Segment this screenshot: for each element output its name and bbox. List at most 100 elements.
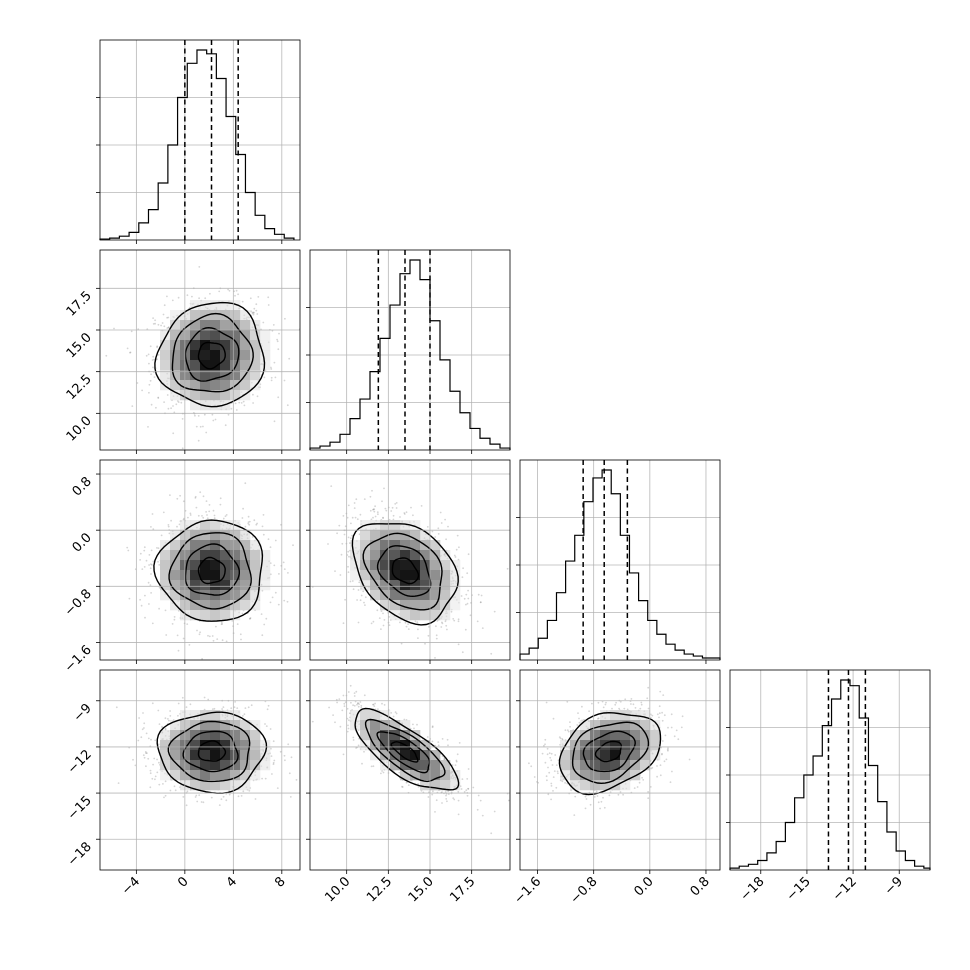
sample-point <box>176 634 179 637</box>
density-bin <box>400 560 411 571</box>
sample-point <box>287 743 290 746</box>
sample-point <box>256 395 259 398</box>
sample-point <box>381 500 383 503</box>
sample-point <box>347 536 350 539</box>
sample-point <box>265 725 268 727</box>
sample-point <box>157 709 160 712</box>
sample-point <box>169 715 172 717</box>
sample-point <box>435 637 438 640</box>
sample-point <box>158 761 160 764</box>
density-bin <box>250 590 261 601</box>
density-bin <box>240 530 251 541</box>
sample-point <box>357 621 360 624</box>
sample-point <box>148 391 150 394</box>
sample-point <box>290 756 293 759</box>
sample-point <box>164 780 167 783</box>
density-bin <box>350 540 361 551</box>
density-bin <box>160 580 171 591</box>
density-bin <box>200 580 211 591</box>
density-bin <box>250 770 261 781</box>
sample-point <box>506 567 509 570</box>
sample-point <box>248 789 251 792</box>
density-bin <box>210 340 221 351</box>
sample-point <box>185 706 188 708</box>
density-bin <box>240 380 251 391</box>
sample-point <box>196 629 198 632</box>
sample-point <box>266 708 269 711</box>
sample-point <box>445 538 447 541</box>
density-bin <box>450 580 461 591</box>
sample-point <box>210 796 213 799</box>
density-bin <box>420 600 431 611</box>
sample-point <box>440 626 443 628</box>
sample-point <box>221 639 224 642</box>
sample-point <box>143 549 146 552</box>
sample-point <box>264 777 267 780</box>
density-bin <box>170 570 181 581</box>
sample-point <box>269 728 272 730</box>
sample-point <box>152 560 155 563</box>
sample-point <box>168 532 171 535</box>
density-bin <box>170 560 181 571</box>
sample-point <box>187 516 189 519</box>
histogram-0 <box>99 49 295 240</box>
density-bin <box>390 550 401 561</box>
sample-point <box>476 620 479 623</box>
density-bin <box>230 760 241 771</box>
sample-point <box>211 708 214 710</box>
density-bin <box>250 730 261 741</box>
sample-point <box>249 297 252 300</box>
density-bin <box>160 360 171 371</box>
density-bin <box>400 540 411 551</box>
sample-point <box>382 516 384 519</box>
density-bin <box>420 560 431 571</box>
sample-point <box>227 413 230 416</box>
sample-point <box>152 355 155 358</box>
sample-point <box>156 358 159 361</box>
sample-point <box>369 509 372 512</box>
sample-point <box>339 574 342 576</box>
axes-frame-2-2 <box>519 459 721 661</box>
axes-frame-1-1 <box>309 249 511 451</box>
sample-point <box>239 633 242 636</box>
sample-point <box>186 623 189 625</box>
sample-point <box>353 502 356 504</box>
density-bin <box>240 310 251 321</box>
sample-point <box>347 571 350 574</box>
density-bin <box>250 330 261 341</box>
density-bin <box>220 300 231 311</box>
sample-point <box>241 300 244 303</box>
sample-point <box>221 708 224 710</box>
sample-point <box>227 288 230 291</box>
sample-point <box>166 316 169 319</box>
sample-point <box>191 295 193 298</box>
density-bin <box>220 320 231 331</box>
sample-point <box>477 593 480 596</box>
sample-point <box>202 801 205 804</box>
sample-point <box>403 513 406 515</box>
sample-point <box>240 638 242 641</box>
sample-point <box>139 598 142 601</box>
sample-point <box>150 563 152 566</box>
sample-point <box>289 796 292 798</box>
sample-point <box>272 761 275 764</box>
histogram-1 <box>309 259 511 450</box>
density-bin <box>260 340 271 351</box>
sample-point <box>352 704 354 707</box>
sample-point <box>164 794 167 797</box>
density-bin <box>420 570 431 581</box>
density-contour-1 <box>376 545 432 598</box>
sample-point <box>224 515 227 518</box>
sample-point <box>288 357 291 360</box>
sample-point <box>446 628 448 631</box>
sample-point <box>385 509 388 512</box>
sample-point <box>202 425 204 428</box>
sample-point <box>241 612 244 615</box>
sample-point <box>247 522 250 525</box>
sample-point <box>243 713 246 716</box>
sample-point <box>145 752 147 754</box>
sample-point <box>439 511 442 514</box>
density-bin <box>210 350 221 361</box>
density-bin <box>210 310 221 321</box>
sample-point <box>206 517 209 520</box>
